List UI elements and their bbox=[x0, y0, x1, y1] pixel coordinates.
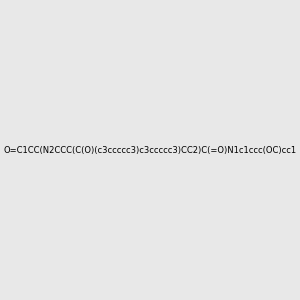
Text: O=C1CC(N2CCC(C(O)(c3ccccc3)c3ccccc3)CC2)C(=O)N1c1ccc(OC)cc1: O=C1CC(N2CCC(C(O)(c3ccccc3)c3ccccc3)CC2)… bbox=[3, 146, 297, 154]
